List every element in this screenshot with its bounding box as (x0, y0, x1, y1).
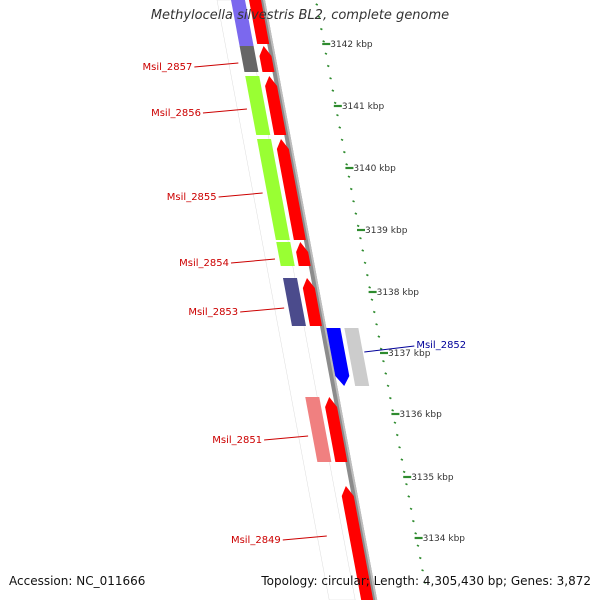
cog-box (256, 139, 290, 240)
scale-tick-label: 3141 kbp (342, 102, 385, 112)
scale-labels: 3142 kbp 3141 kbp 3140 kbp 3139 kbp 3138 kbp… (322, 40, 465, 544)
minor-tick-right (336, 113, 339, 117)
cog-box (231, 0, 254, 46)
minor-tick-right (317, 15, 321, 19)
cog-box (276, 242, 295, 266)
minor-tick-right (398, 446, 401, 449)
gene-label: Msil_2852 (416, 340, 466, 351)
cog-box (344, 328, 370, 386)
minor-tick-right (418, 556, 422, 560)
minor-tick-right (333, 101, 337, 105)
gene-arrow (249, 0, 270, 44)
minor-tick-right (356, 224, 360, 228)
minor-tick-right (416, 544, 420, 547)
minor-tick-right (421, 569, 424, 572)
scale-tick-label: 3134 kbp (423, 534, 466, 544)
scale-tick-label: 3140 kbp (353, 164, 396, 174)
gene-label-leader (194, 62, 239, 68)
minor-tick-right (414, 532, 418, 535)
gene-label-leader (230, 258, 276, 264)
minor-tick-right (319, 27, 323, 31)
minor-tick-right (407, 495, 411, 498)
topology-text: Topology: circular; Length: 4,305,430 bp… (261, 574, 591, 588)
minor-tick-right (400, 458, 404, 461)
minor-tick-right (340, 138, 344, 142)
minor-tick-right (345, 163, 349, 166)
minor-tick-right (370, 298, 374, 301)
gene-label-leader (282, 535, 327, 541)
minor-tick-right (377, 335, 381, 338)
minor-tick-right (322, 40, 326, 43)
minor-tick-right (382, 359, 385, 363)
minor-tick-right (379, 347, 383, 351)
minor-tick-right (423, 581, 427, 584)
minor-tick-right (411, 519, 415, 523)
cog-box (239, 46, 259, 72)
gene-arrow (276, 139, 306, 240)
minor-tick-right (386, 384, 390, 388)
minor-tick-right (347, 175, 351, 178)
scale-tick-label: 3137 kbp (388, 349, 431, 359)
scale-tick-label: 3139 kbp (365, 226, 408, 236)
minor-tick-right (354, 212, 358, 215)
minor-tick-right (409, 507, 413, 511)
gene-label-leader (364, 345, 415, 353)
gene-label-leader (264, 435, 309, 441)
gene-arrow (341, 486, 374, 600)
accession-text: Accession: NC_011666 (9, 574, 146, 588)
scale-tick-label: 3138 kbp (377, 288, 420, 298)
scale-tick-label: 3136 kbp (399, 410, 442, 420)
minor-tick-right (342, 150, 346, 154)
genome-title: Methylocella silvestris BL2, complete ge… (150, 8, 450, 23)
gene-arrow (296, 242, 311, 266)
minor-tick-right (326, 64, 330, 68)
gene-arrow (302, 278, 322, 326)
minor-tick-right (402, 470, 406, 474)
minor-tick-right (395, 433, 399, 437)
minor-tick-right (361, 249, 365, 252)
cog-box (282, 278, 306, 326)
gene-label: Msil_2849 (231, 535, 281, 546)
scale-tick-label: 3135 kbp (411, 473, 454, 483)
minor-tick-right (338, 126, 342, 129)
gene-label-leader (240, 307, 285, 313)
gene-arrow (325, 397, 348, 462)
gene-arrow (259, 46, 275, 72)
gene-labels: Msil_2857 Msil_2856 Msil_2855 Msil_2854 Msil… (142, 62, 466, 546)
minor-tick-right (363, 261, 367, 265)
minor-tick-right (405, 482, 408, 486)
minor-tick-right (315, 3, 319, 6)
minor-tick-right (359, 236, 362, 240)
minor-tick-right (375, 323, 378, 326)
minor-tick-right (349, 187, 353, 191)
gene-label: Msil_2854 (179, 258, 229, 269)
minor-tick-right (365, 273, 369, 277)
gene-arrow (265, 76, 287, 135)
gene-tracks (231, 0, 374, 600)
cog-track-strip (216, 0, 356, 600)
minor-tick-right (368, 286, 372, 289)
minor-tick-right (331, 89, 335, 92)
gene-label-leader (218, 192, 263, 198)
minor-tick-right (388, 396, 392, 400)
minor-tick-right (393, 421, 397, 424)
gene-label: Msil_2855 (167, 192, 217, 203)
backbone-highlight (263, 0, 378, 600)
minor-tick-right (352, 200, 355, 203)
cog-box (305, 397, 332, 462)
minor-tick-right (372, 310, 376, 314)
minor-tick-right (329, 77, 332, 80)
minor-tick-right (391, 409, 395, 412)
minor-tick-right (384, 372, 388, 375)
cog-box (245, 76, 271, 135)
gene-label: Msil_2857 (142, 62, 192, 73)
gene-label-leader (202, 108, 247, 114)
minor-tick-right (324, 52, 328, 55)
gene-label: Msil_2856 (151, 108, 201, 119)
gene-label: Msil_2851 (212, 435, 262, 446)
scale-tick-label: 3142 kbp (330, 40, 373, 50)
gene-label: Msil_2853 (188, 307, 238, 318)
gene-arrow (326, 328, 350, 386)
